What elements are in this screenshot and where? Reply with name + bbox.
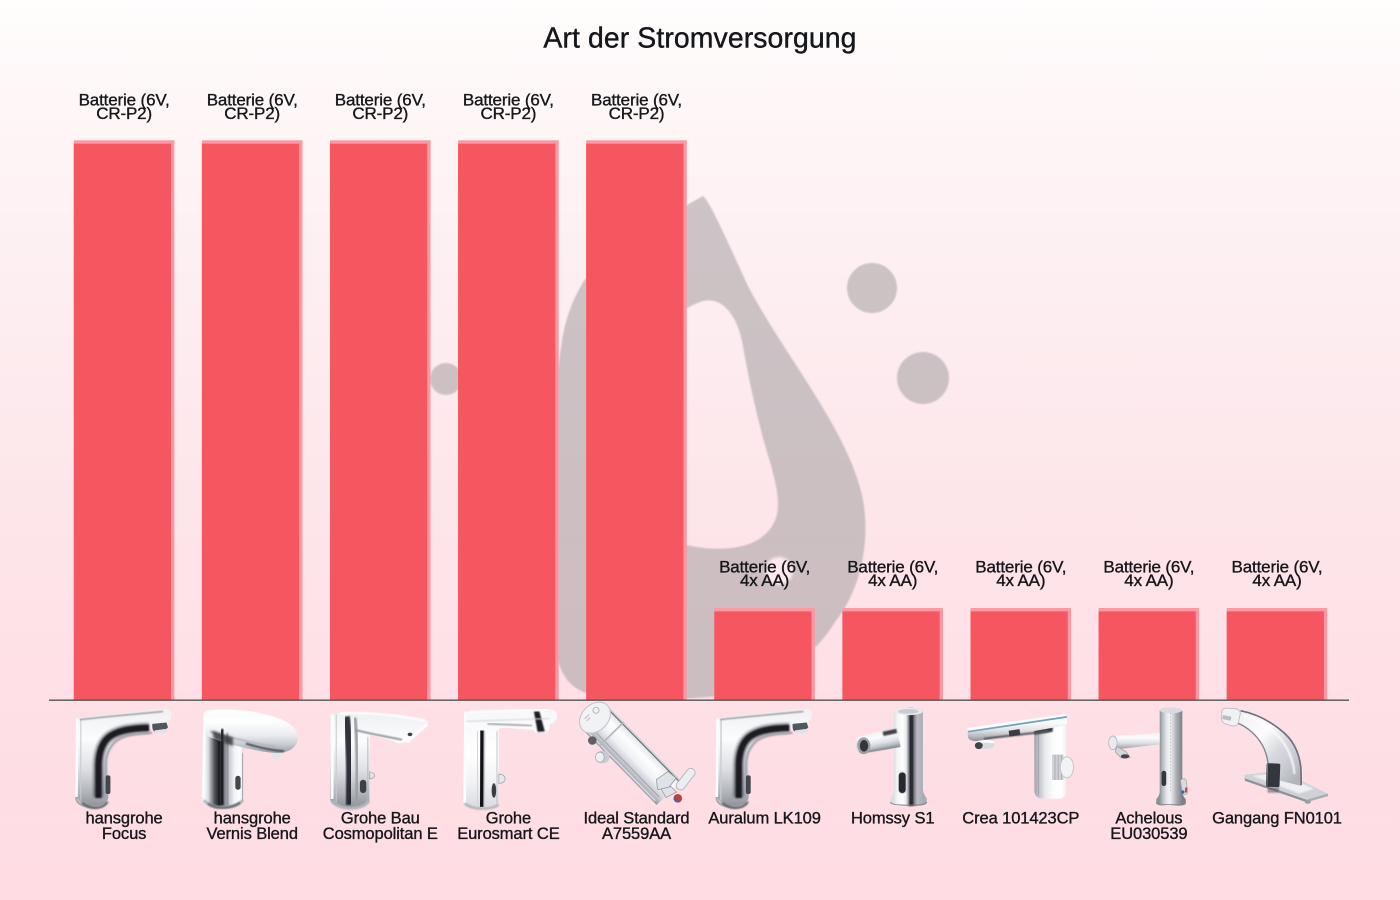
svg-text:Grohe Bau: Grohe Bau xyxy=(341,809,420,827)
svg-text:Batterie (6V,: Batterie (6V, xyxy=(1232,557,1323,576)
svg-text:hansgrohe: hansgrohe xyxy=(214,809,291,827)
svg-text:Art der Stromversorgung: Art der Stromversorgung xyxy=(543,23,856,55)
svg-text:4x AA): 4x AA) xyxy=(1252,571,1301,590)
svg-text:Ideal Standard: Ideal Standard xyxy=(584,809,690,827)
svg-text:Cosmopolitan E: Cosmopolitan E xyxy=(323,825,438,843)
svg-text:Batterie (6V,: Batterie (6V, xyxy=(335,91,426,110)
svg-text:CR-P2): CR-P2) xyxy=(481,104,537,123)
svg-text:Batterie (6V,: Batterie (6V, xyxy=(975,557,1066,576)
svg-text:CR-P2): CR-P2) xyxy=(96,104,152,123)
svg-text:4x AA): 4x AA) xyxy=(868,571,917,590)
svg-text:EU030539: EU030539 xyxy=(1110,825,1187,843)
svg-text:4x AA): 4x AA) xyxy=(1124,571,1173,590)
svg-text:4x AA): 4x AA) xyxy=(740,571,789,590)
svg-text:Vernis Blend: Vernis Blend xyxy=(206,825,297,843)
svg-text:CR-P2): CR-P2) xyxy=(609,104,665,123)
svg-text:Crea 101423CP: Crea 101423CP xyxy=(962,809,1079,827)
svg-text:CR-P2): CR-P2) xyxy=(224,104,280,123)
svg-text:Focus: Focus xyxy=(102,825,146,843)
svg-text:Achelous: Achelous xyxy=(1115,809,1182,827)
svg-text:Auralum LK109: Auralum LK109 xyxy=(708,809,820,827)
svg-text:Batterie (6V,: Batterie (6V, xyxy=(463,91,554,110)
svg-text:Batterie (6V,: Batterie (6V, xyxy=(847,557,938,576)
svg-text:Gangang FN0101: Gangang FN0101 xyxy=(1212,809,1342,827)
svg-text:Batterie (6V,: Batterie (6V, xyxy=(591,91,682,110)
svg-text:Batterie (6V,: Batterie (6V, xyxy=(719,557,810,576)
svg-text:Batterie (6V,: Batterie (6V, xyxy=(1103,557,1194,576)
svg-text:Homssy S1: Homssy S1 xyxy=(851,809,934,827)
svg-text:Batterie (6V,: Batterie (6V, xyxy=(207,91,298,110)
svg-text:4x AA): 4x AA) xyxy=(996,571,1045,590)
svg-text:CR-P2): CR-P2) xyxy=(352,104,408,123)
svg-text:hansgrohe: hansgrohe xyxy=(86,809,163,827)
svg-text:Grohe: Grohe xyxy=(486,809,531,827)
svg-text:Batterie (6V,: Batterie (6V, xyxy=(79,91,170,110)
svg-text:Eurosmart CE: Eurosmart CE xyxy=(457,825,560,843)
svg-text:A7559AA: A7559AA xyxy=(602,825,671,843)
